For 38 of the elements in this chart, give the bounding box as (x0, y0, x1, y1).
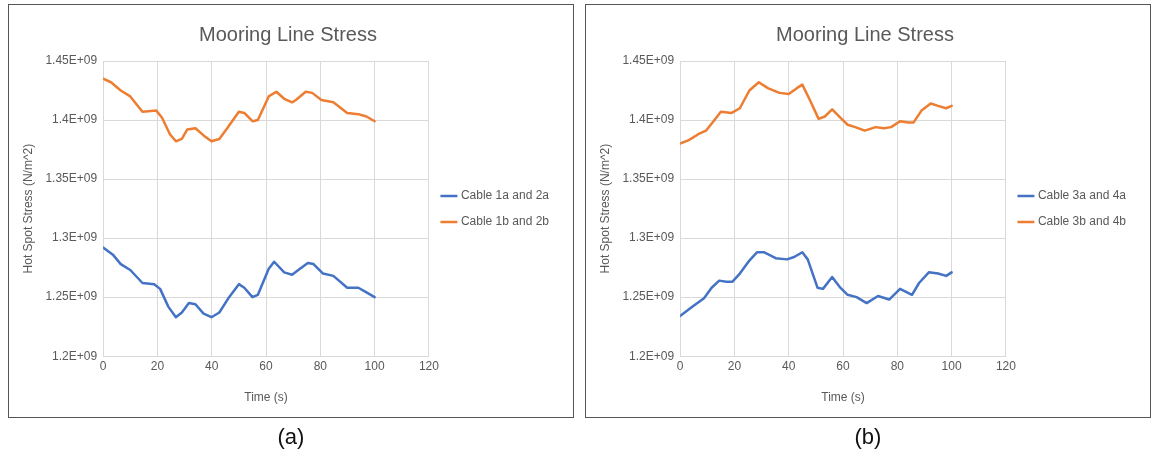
x-axis-title: Time (s) (821, 390, 865, 405)
text: (b) (853, 424, 883, 450)
x-tick-label: 60 (259, 358, 274, 373)
legend-label: Cable 1b and 2b (460, 214, 550, 229)
x-tick-label: 40 (782, 358, 796, 373)
y-tick-label: 1.4E+09 (52, 112, 98, 127)
y-tick-label: 1.2E+09 (629, 348, 675, 363)
x-tick-label: 80 (313, 358, 328, 373)
y-axis-title: Hot Spot Stress (N/m^2) (20, 143, 35, 274)
x-tick-label: 120 (418, 358, 440, 373)
x-tick-label: 100 (941, 358, 962, 373)
x-tick-label: 20 (150, 358, 165, 373)
x-tick-label: 40 (205, 358, 219, 373)
y-tick-label: 1.25E+09 (622, 289, 675, 304)
legend-label: Cable 3a and 4a (1037, 188, 1127, 203)
y-tick-label: 1.25E+09 (45, 289, 98, 304)
chart-title: Mooring Line Stress (776, 22, 954, 45)
x-tick-label: 100 (364, 358, 385, 373)
legend-label: Cable 3b and 4b (1037, 214, 1127, 229)
legend-label: Cable 1a and 2a (460, 188, 550, 203)
y-tick-label: 1.35E+09 (622, 171, 675, 186)
y-tick-label: 1.3E+09 (52, 230, 98, 245)
y-axis-title: Hot Spot Stress (N/m^2) (597, 143, 612, 274)
x-tick-label: 0 (99, 358, 107, 373)
y-tick-label: 1.45E+09 (622, 53, 675, 68)
y-tick-label: 1.2E+09 (52, 348, 98, 363)
x-tick-label: 80 (890, 358, 905, 373)
y-tick-label: 1.3E+09 (629, 230, 675, 245)
y-tick-label: 1.4E+09 (629, 112, 675, 127)
text: (a) (276, 424, 306, 450)
y-tick-label: 1.45E+09 (45, 53, 98, 68)
x-tick-label: 120 (995, 358, 1017, 373)
chart-title: Mooring Line Stress (199, 22, 377, 45)
x-tick-label: 20 (727, 358, 742, 373)
x-tick-label: 60 (836, 358, 851, 373)
x-axis-title: Time (s) (244, 390, 288, 405)
x-tick-label: 0 (676, 358, 684, 373)
y-tick-label: 1.35E+09 (45, 171, 98, 186)
